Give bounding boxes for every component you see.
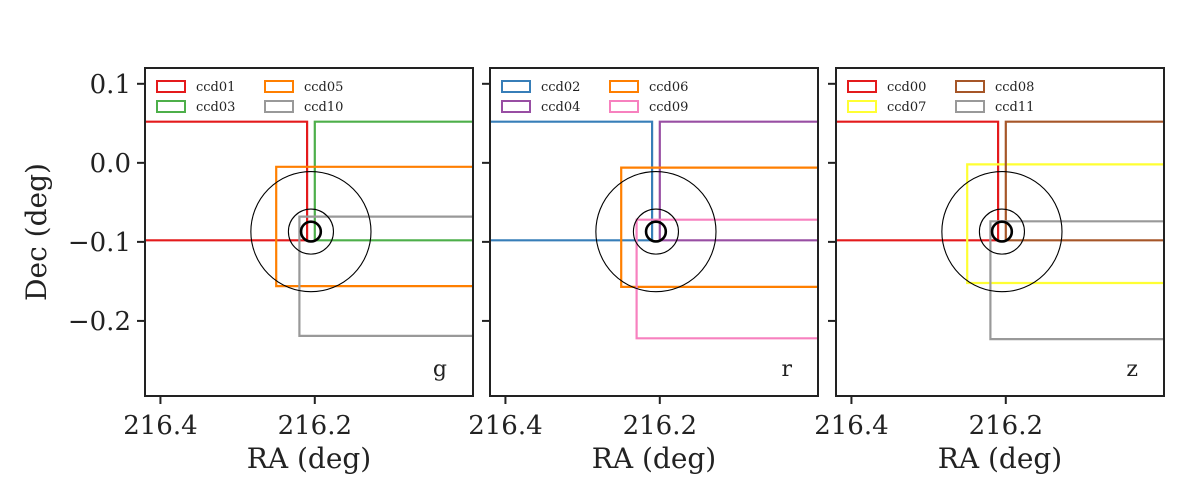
legend-label: ccd08	[995, 80, 1034, 95]
ccd-footprint-ccd00	[836, 120, 1000, 242]
radius-circle-2	[287, 208, 335, 255]
ccd-footprint-ccd05	[275, 165, 473, 288]
ccd-footprint-ccd03	[313, 120, 473, 242]
legend-label: ccd07	[887, 100, 926, 115]
y-tick-label: −0.1	[68, 228, 131, 258]
x-axis-label: RA (deg)	[247, 442, 371, 475]
x-tick-label: 216.2	[278, 411, 352, 441]
ccd-footprint-ccd08	[1004, 120, 1164, 242]
ccd-footprint-ccd01	[145, 120, 309, 242]
y-tick-label: 0.1	[90, 70, 131, 100]
legend-label: ccd01	[196, 80, 235, 95]
legend-swatch-ccd09	[609, 100, 639, 113]
ccd-footprint-ccd06	[620, 166, 818, 288]
plot-area-z	[836, 120, 1164, 341]
panel-z: 216.4 216.2RA (deg) z ccd00 ccd07 ccd08 ccd11	[814, 67, 1165, 475]
radius-circle-2	[978, 208, 1026, 255]
legend-label: ccd11	[995, 100, 1034, 115]
legend-label: ccd06	[649, 80, 688, 95]
legend-r: ccd02 ccd04 ccd06 ccd09	[501, 80, 688, 115]
x-tick-label: 216.2	[623, 411, 697, 441]
band-label: r	[781, 357, 792, 382]
legend-label: ccd02	[541, 80, 580, 95]
legend-swatch-ccd10	[264, 100, 294, 113]
x-tick-label: 216.4	[123, 411, 197, 441]
axes-frame-r	[489, 67, 819, 397]
axes-frame-z	[835, 67, 1165, 397]
ccd-footprint-ccd10	[298, 215, 473, 337]
axes-frame-g	[144, 67, 474, 397]
x-axis-label: RA (deg)	[592, 442, 716, 475]
legend-label: ccd09	[649, 100, 688, 115]
band-label: g	[433, 357, 447, 382]
y-tick-label: 0.0	[90, 149, 131, 179]
legend-swatch-ccd04	[501, 100, 531, 113]
legend-label: ccd04	[541, 100, 580, 115]
legend-swatch-ccd06	[609, 80, 639, 93]
legend-swatch-ccd02	[501, 80, 531, 93]
panel-r: 216.4 216.2RA (deg) r ccd02 ccd04 ccd06 ccd09	[468, 67, 819, 475]
radius-circle-3	[990, 220, 1014, 243]
ccd-footprint-ccd11	[989, 220, 1164, 341]
panel-g: 216.4 216.20.10.0−0.1−0.2RA (deg)gccd01cc…	[68, 67, 474, 475]
x-axis-label: RA (deg)	[938, 442, 1062, 475]
plot-area-g	[145, 120, 473, 337]
radius-circle-3	[644, 220, 668, 243]
x-tick-label: 216.2	[969, 411, 1043, 441]
ccd-footprint-ccd02	[490, 120, 654, 242]
legend-label: ccd03	[196, 100, 235, 115]
radius-circle-2	[632, 208, 680, 255]
ccd-footprint-ccd04	[658, 120, 818, 242]
x-tick-label: 216.4	[814, 411, 888, 441]
legend-swatch-ccd00	[847, 80, 877, 93]
legend-swatch-ccd11	[955, 100, 985, 113]
plot-area-r	[490, 120, 818, 340]
legend-z: ccd00 ccd07 ccd08 ccd11	[847, 80, 1034, 115]
band-label: z	[1126, 357, 1138, 382]
ccd-footprint-ccd09	[635, 218, 818, 340]
y-axis-label: Dec (deg)	[20, 163, 53, 301]
legend-swatch-ccd05	[264, 80, 294, 93]
radius-circle-3	[299, 220, 323, 243]
legend-swatch-ccd01	[156, 80, 186, 93]
legend-label: ccd00	[887, 80, 926, 95]
y-tick-label: −0.2	[68, 307, 131, 337]
legend-swatch-ccd07	[847, 100, 877, 113]
radius-circle-1	[595, 170, 717, 293]
radius-circle-1	[250, 170, 372, 293]
legend-swatch-ccd08	[955, 80, 985, 93]
legend-label: ccd10	[304, 100, 343, 115]
x-tick-label: 216.4	[468, 411, 542, 441]
legend-label: ccd05	[304, 80, 343, 95]
ccd-footprint-ccd07	[966, 163, 1164, 285]
legend-swatch-ccd03	[156, 100, 186, 113]
radius-circle-1	[941, 170, 1063, 293]
legend-g: ccd01 ccd03 ccd05 ccd10	[156, 80, 343, 115]
